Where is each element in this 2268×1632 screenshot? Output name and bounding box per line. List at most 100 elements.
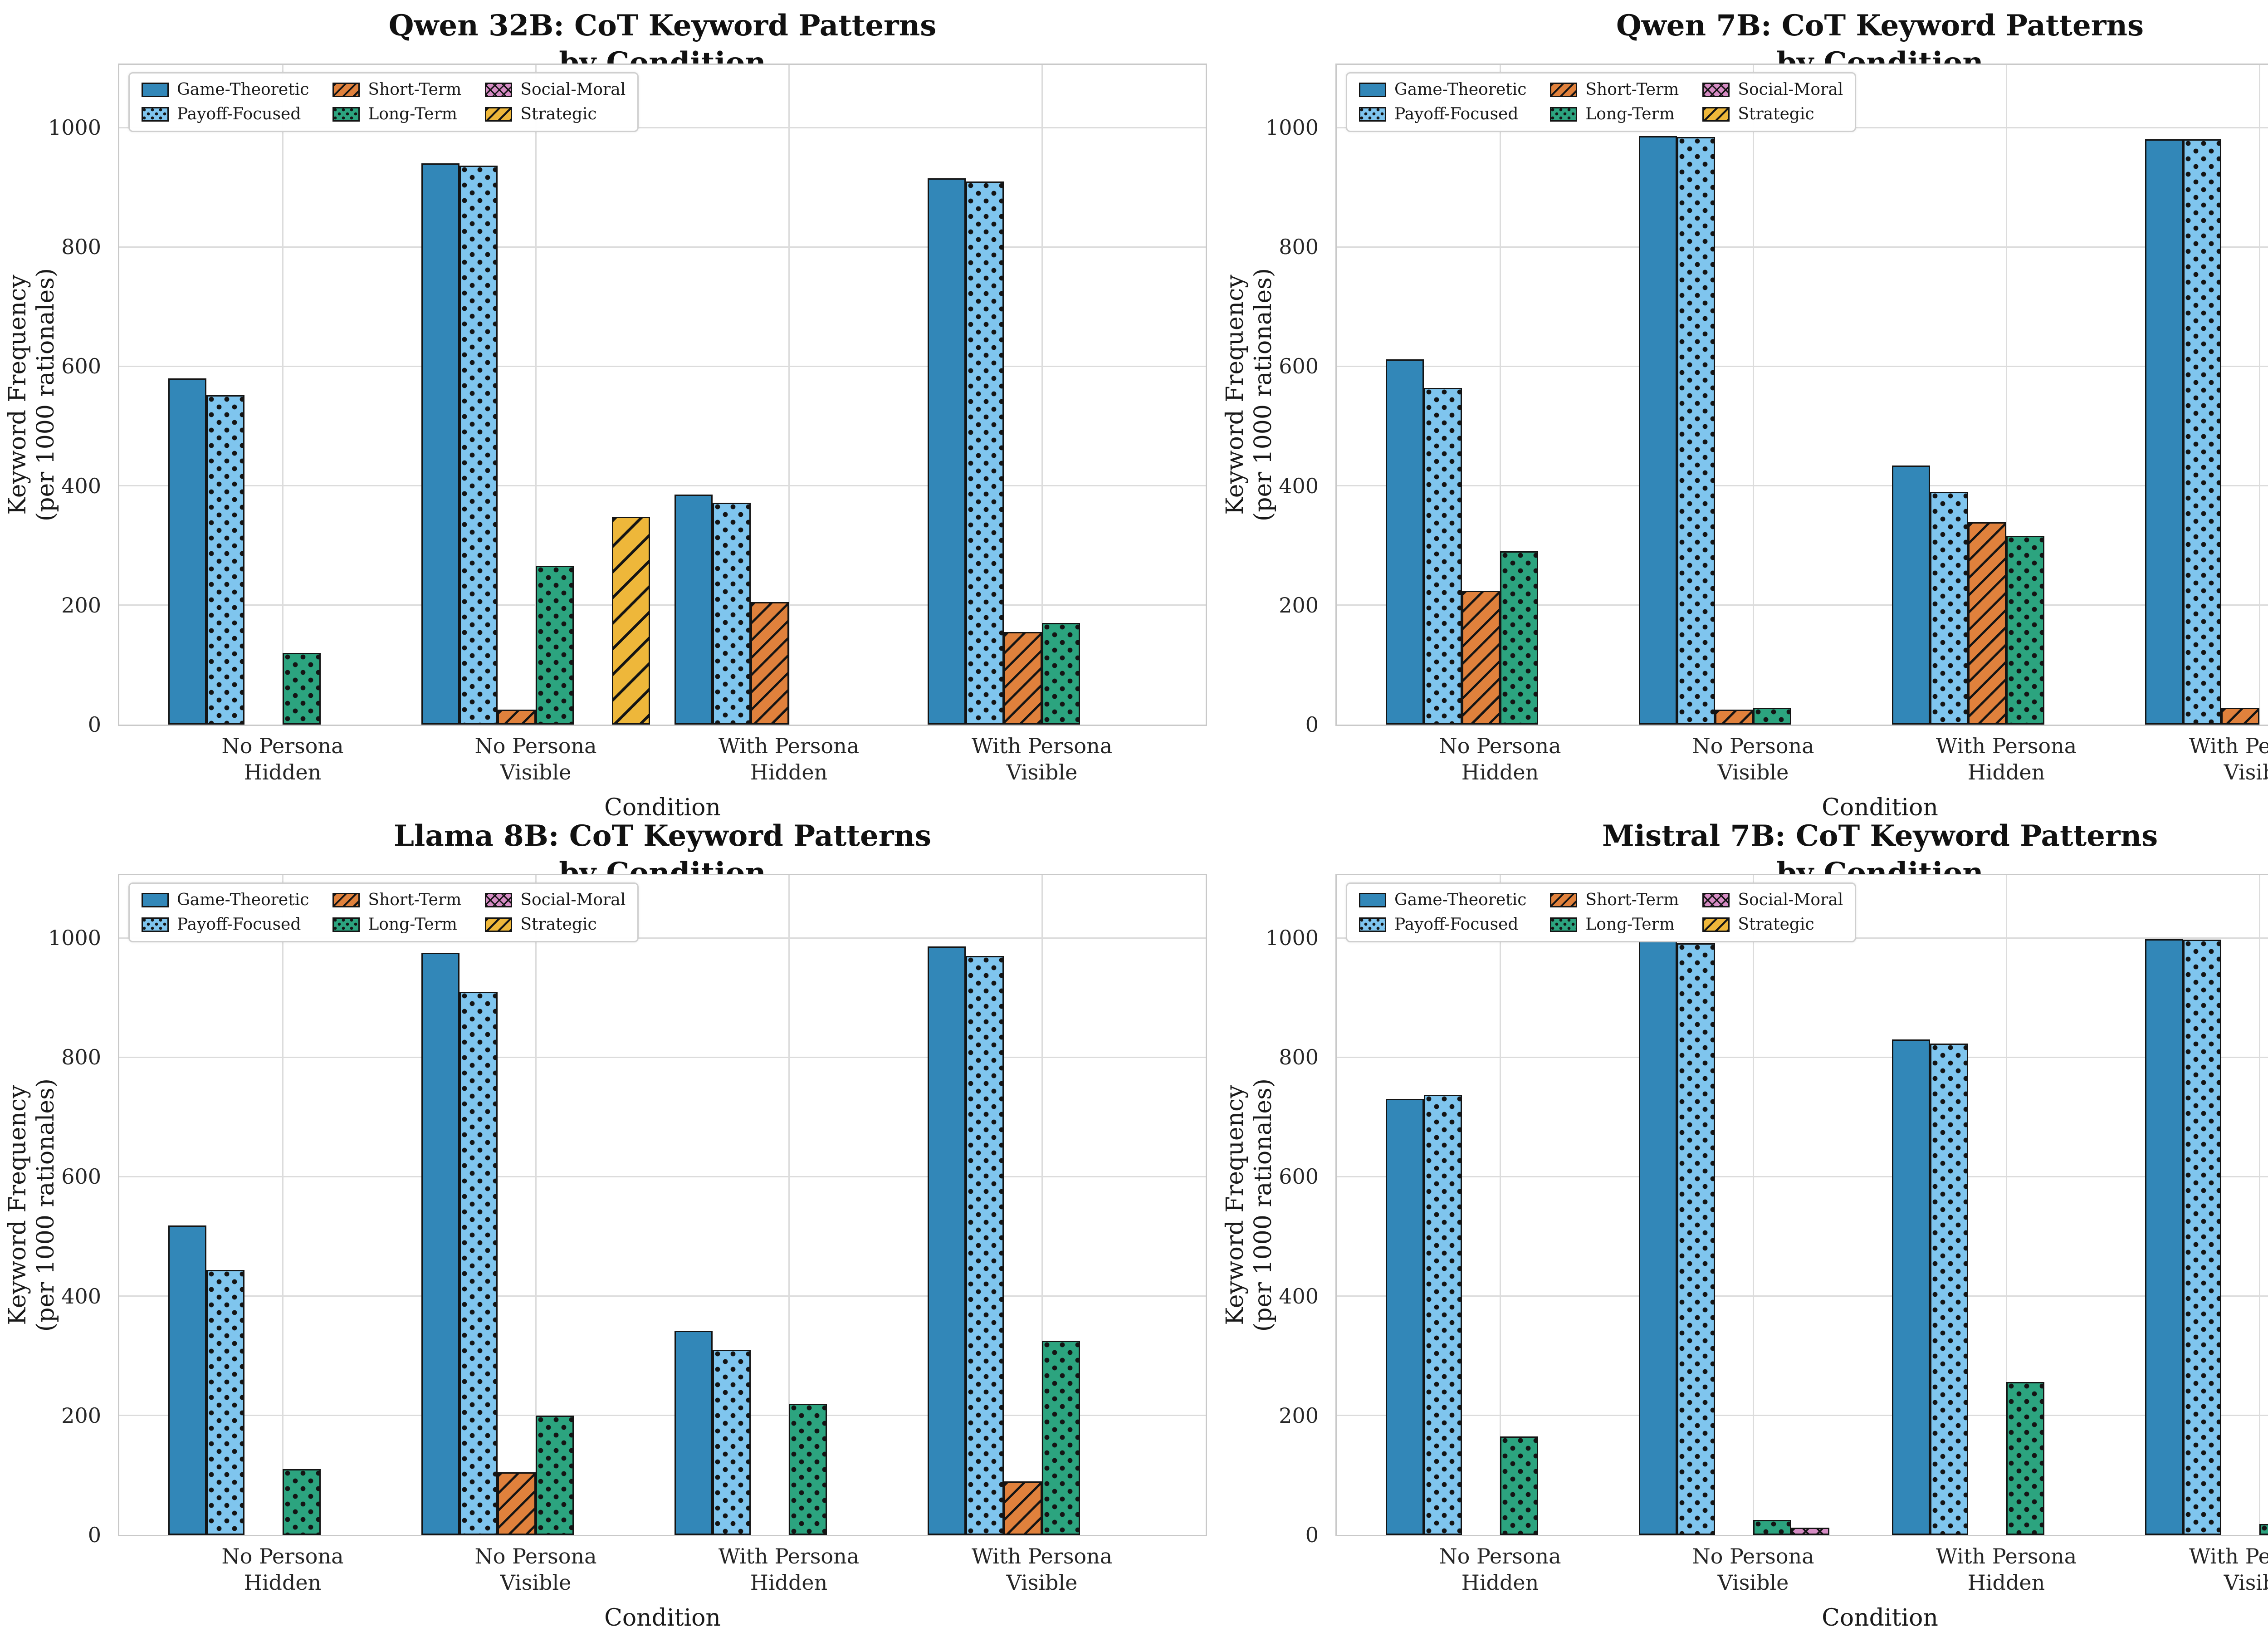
xtick-line1: No Persona <box>147 733 419 759</box>
xtick-line1: With Persona <box>906 1543 1178 1569</box>
legend-item-game-theoretic: Game-Theoretic <box>1359 891 1526 909</box>
legend-swatch-dots-icon <box>142 107 169 122</box>
legend-swatch-diagonal-hatch-wide-icon <box>485 917 512 932</box>
bar-game-theoretic-group3 <box>2145 939 2183 1535</box>
ytick-200: 200 <box>0 1405 101 1426</box>
legend-item-game-theoretic: Game-Theoretic <box>142 81 309 99</box>
xtick-line2: Hidden <box>1870 759 2142 785</box>
legend-label: Payoff-Focused <box>1394 105 1518 123</box>
gridline-x-1 <box>1753 875 1754 1535</box>
legend-swatch-dots-icon <box>332 107 360 122</box>
y-axis-label-line1: Keyword Frequency <box>1221 1024 1249 1387</box>
gridline-x-3 <box>2259 875 2260 1535</box>
ytick-0: 0 <box>0 714 101 735</box>
gridline-y-800 <box>1337 1057 2268 1058</box>
xtick-line1: No Persona <box>1617 733 1889 759</box>
y-axis-label: Keyword Frequency(per 1000 rationales) <box>4 213 60 576</box>
legend-label: Strategic <box>520 916 596 934</box>
y-axis-label-line1: Keyword Frequency <box>1221 213 1249 576</box>
bar-payoff-focused-group1 <box>1677 943 1715 1535</box>
legend-label: Social-Moral <box>520 81 626 99</box>
legend-swatch-diagonal-hatch-wide-icon <box>1702 917 1730 932</box>
ytick-1000: 1000 <box>0 117 101 138</box>
xtick-line2: Visible <box>906 1569 1178 1596</box>
xtick-line2: Hidden <box>1870 1569 2142 1596</box>
bar-short-term-group3 <box>1004 632 1042 725</box>
legend-swatch-solid-icon <box>1359 893 1386 907</box>
xtick-line2: Hidden <box>1364 759 1636 785</box>
bar-game-theoretic-group1 <box>421 953 459 1535</box>
legend-label: Long-Term <box>1585 105 1675 123</box>
legend-swatch-dots-icon <box>1550 107 1577 122</box>
legend-label: Payoff-Focused <box>1394 916 1518 934</box>
bar-long-term-group1 <box>1753 1520 1791 1535</box>
bar-payoff-focused-group3 <box>966 181 1004 725</box>
legend-item-payoff-focused: Payoff-Focused <box>1359 916 1526 934</box>
ytick-0: 0 <box>0 1524 101 1545</box>
legend-item-short-term: Short-Term <box>1550 891 1679 909</box>
legend-item-game-theoretic: Game-Theoretic <box>1359 81 1526 99</box>
ytick-1000: 1000 <box>0 927 101 948</box>
xtick-line1: With Persona <box>1870 733 2142 759</box>
bar-long-term-group1 <box>1753 708 1791 725</box>
bar-game-theoretic-group0 <box>1386 359 1424 725</box>
legend-label: Long-Term <box>1585 916 1675 934</box>
xtick-line1: No Persona <box>1364 733 1636 759</box>
bar-game-theoretic-group3 <box>928 946 966 1535</box>
legend-item-long-term: Long-Term <box>332 105 461 123</box>
legend-item-long-term: Long-Term <box>1550 916 1679 934</box>
legend-swatch-diagonal-hatch-icon <box>1550 893 1577 907</box>
bar-long-term-group0 <box>283 653 321 725</box>
legend-item-short-term: Short-Term <box>332 891 461 909</box>
bar-long-term-group3 <box>1042 623 1080 725</box>
bar-long-term-group0 <box>1500 551 1538 725</box>
legend-label: Strategic <box>1738 916 1814 934</box>
legend-label: Long-Term <box>368 916 457 934</box>
bar-payoff-focused-group2 <box>1930 1044 1968 1535</box>
bar-payoff-focused-group2 <box>713 503 751 725</box>
legend-swatch-solid-icon <box>142 83 169 97</box>
legend-swatch-diagonal-hatch-wide-icon <box>1702 107 1730 122</box>
bar-long-term-group2 <box>789 1404 827 1535</box>
legend-label: Payoff-Focused <box>177 916 301 934</box>
legend-swatch-cross-hatch-icon <box>485 83 512 97</box>
legend-item-social-moral: Social-Moral <box>1702 891 1843 909</box>
legend-label: Game-Theoretic <box>1394 81 1526 99</box>
legend-item-social-moral: Social-Moral <box>485 891 626 909</box>
xtick-line1: With Persona <box>2123 733 2268 759</box>
legend-label: Payoff-Focused <box>177 105 301 123</box>
bar-short-term-group3 <box>1004 1481 1042 1535</box>
legend-label: Social-Moral <box>1738 891 1843 909</box>
legend-label: Short-Term <box>1585 891 1679 909</box>
bar-long-term-group3 <box>2259 1524 2268 1535</box>
y-axis-label-line2: (per 1000 rationales) <box>32 1024 60 1387</box>
x-axis-label: Condition <box>1699 1604 2062 1632</box>
bar-short-term-group1 <box>498 710 536 725</box>
legend-swatch-diagonal-hatch-wide-icon <box>485 107 512 122</box>
bar-short-term-group0 <box>1462 591 1500 725</box>
bar-long-term-group3 <box>1042 1341 1080 1535</box>
bar-payoff-focused-group1 <box>459 992 498 1535</box>
ytick-0: 0 <box>1205 714 1319 735</box>
xtick-line1: No Persona <box>1364 1543 1636 1569</box>
legend-swatch-diagonal-hatch-icon <box>332 83 360 97</box>
ytick-0: 0 <box>1205 1524 1319 1545</box>
bar-payoff-focused-group0 <box>1424 1095 1462 1535</box>
